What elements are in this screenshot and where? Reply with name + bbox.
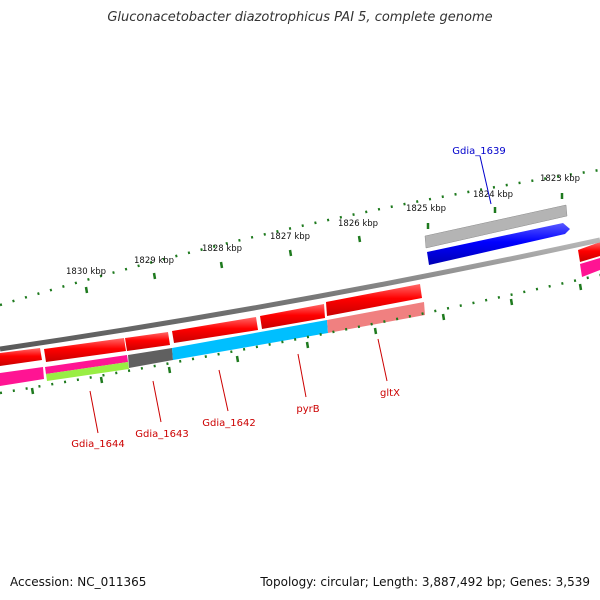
gene-gdia-1644-arrow bbox=[0, 348, 42, 366]
ring-seg-green bbox=[46, 362, 129, 381]
ring-seg-pink bbox=[327, 302, 425, 333]
leader-lines bbox=[89, 155, 492, 434]
gene-red-arrow-6 bbox=[326, 284, 422, 316]
major-tick-1829 bbox=[152, 272, 157, 280]
leader-gltx bbox=[377, 338, 388, 382]
minus-strand-genes[interactable] bbox=[0, 284, 422, 366]
outer-scale-major-ticks bbox=[84, 193, 564, 294]
scale-label-1826: 1826 kbp bbox=[338, 219, 378, 229]
scale-label-1823: 1823 kbp bbox=[540, 174, 580, 184]
gene-label-gdia-1642[interactable]: Gdia_1642 bbox=[202, 418, 255, 429]
ring-seg-magenta bbox=[45, 355, 128, 374]
leader-pyrb bbox=[297, 353, 307, 398]
gene-label-gltx[interactable]: gltX bbox=[380, 388, 400, 399]
major-tick-1830 bbox=[84, 286, 89, 294]
scale-label-1828: 1828 kbp bbox=[202, 244, 242, 254]
gene-gltx-arrow bbox=[260, 304, 325, 329]
ring-seg-magenta-left bbox=[0, 367, 44, 386]
major-tick-1827 bbox=[288, 249, 293, 257]
leader-gdia-1639 bbox=[479, 155, 492, 205]
scale-label-1827: 1827 kbp bbox=[270, 232, 310, 242]
gene-gdia-1639-outer-ring bbox=[424, 204, 568, 249]
gene-partial-right-ring bbox=[580, 258, 600, 277]
ring-seg-gray bbox=[128, 348, 173, 368]
inner-color-ring bbox=[0, 302, 425, 386]
scale-label-1824: 1824 kbp bbox=[473, 190, 513, 200]
gene-label-pyrb[interactable]: pyrB bbox=[296, 404, 319, 415]
gene-gdia-1643-arrow bbox=[44, 338, 126, 362]
gene-gdia-1639-arrow bbox=[427, 223, 570, 265]
leader-gdia-1644 bbox=[89, 390, 99, 434]
gene-partial-right[interactable] bbox=[578, 242, 600, 277]
gene-partial-right-arrow bbox=[578, 242, 600, 262]
gene-label-gdia-1644[interactable]: Gdia_1644 bbox=[71, 439, 124, 450]
map-title: Gluconacetobacter diazotrophicus PAI 5, … bbox=[107, 10, 493, 25]
scale-label-1829: 1829 kbp bbox=[134, 256, 174, 266]
major-tick-1828 bbox=[219, 261, 224, 269]
leader-gdia-1643 bbox=[152, 380, 162, 423]
inner-scale-major-ticks bbox=[30, 283, 583, 395]
gene-label-gdia-1643[interactable]: Gdia_1643 bbox=[135, 429, 188, 440]
scale-label-1825: 1825 kbp bbox=[406, 204, 446, 214]
ring-seg-cyan bbox=[172, 320, 328, 360]
scale-label-1830: 1830 kbp bbox=[66, 267, 106, 277]
leader-gdia-1642 bbox=[218, 369, 229, 412]
major-tick-1826 bbox=[357, 235, 362, 243]
gene-label-gdia-1639[interactable]: Gdia_1639 bbox=[452, 146, 505, 157]
genome-summary-text: Topology: circular; Length: 3,887,492 bp… bbox=[260, 575, 590, 589]
gene-pyrb-arrow bbox=[172, 317, 258, 343]
gene-gdia-1642-arrow bbox=[125, 332, 170, 351]
accession-text: Accession: NC_011365 bbox=[10, 575, 147, 589]
genome-backbone bbox=[0, 237, 600, 352]
gene-gdia-1639[interactable] bbox=[424, 204, 570, 265]
